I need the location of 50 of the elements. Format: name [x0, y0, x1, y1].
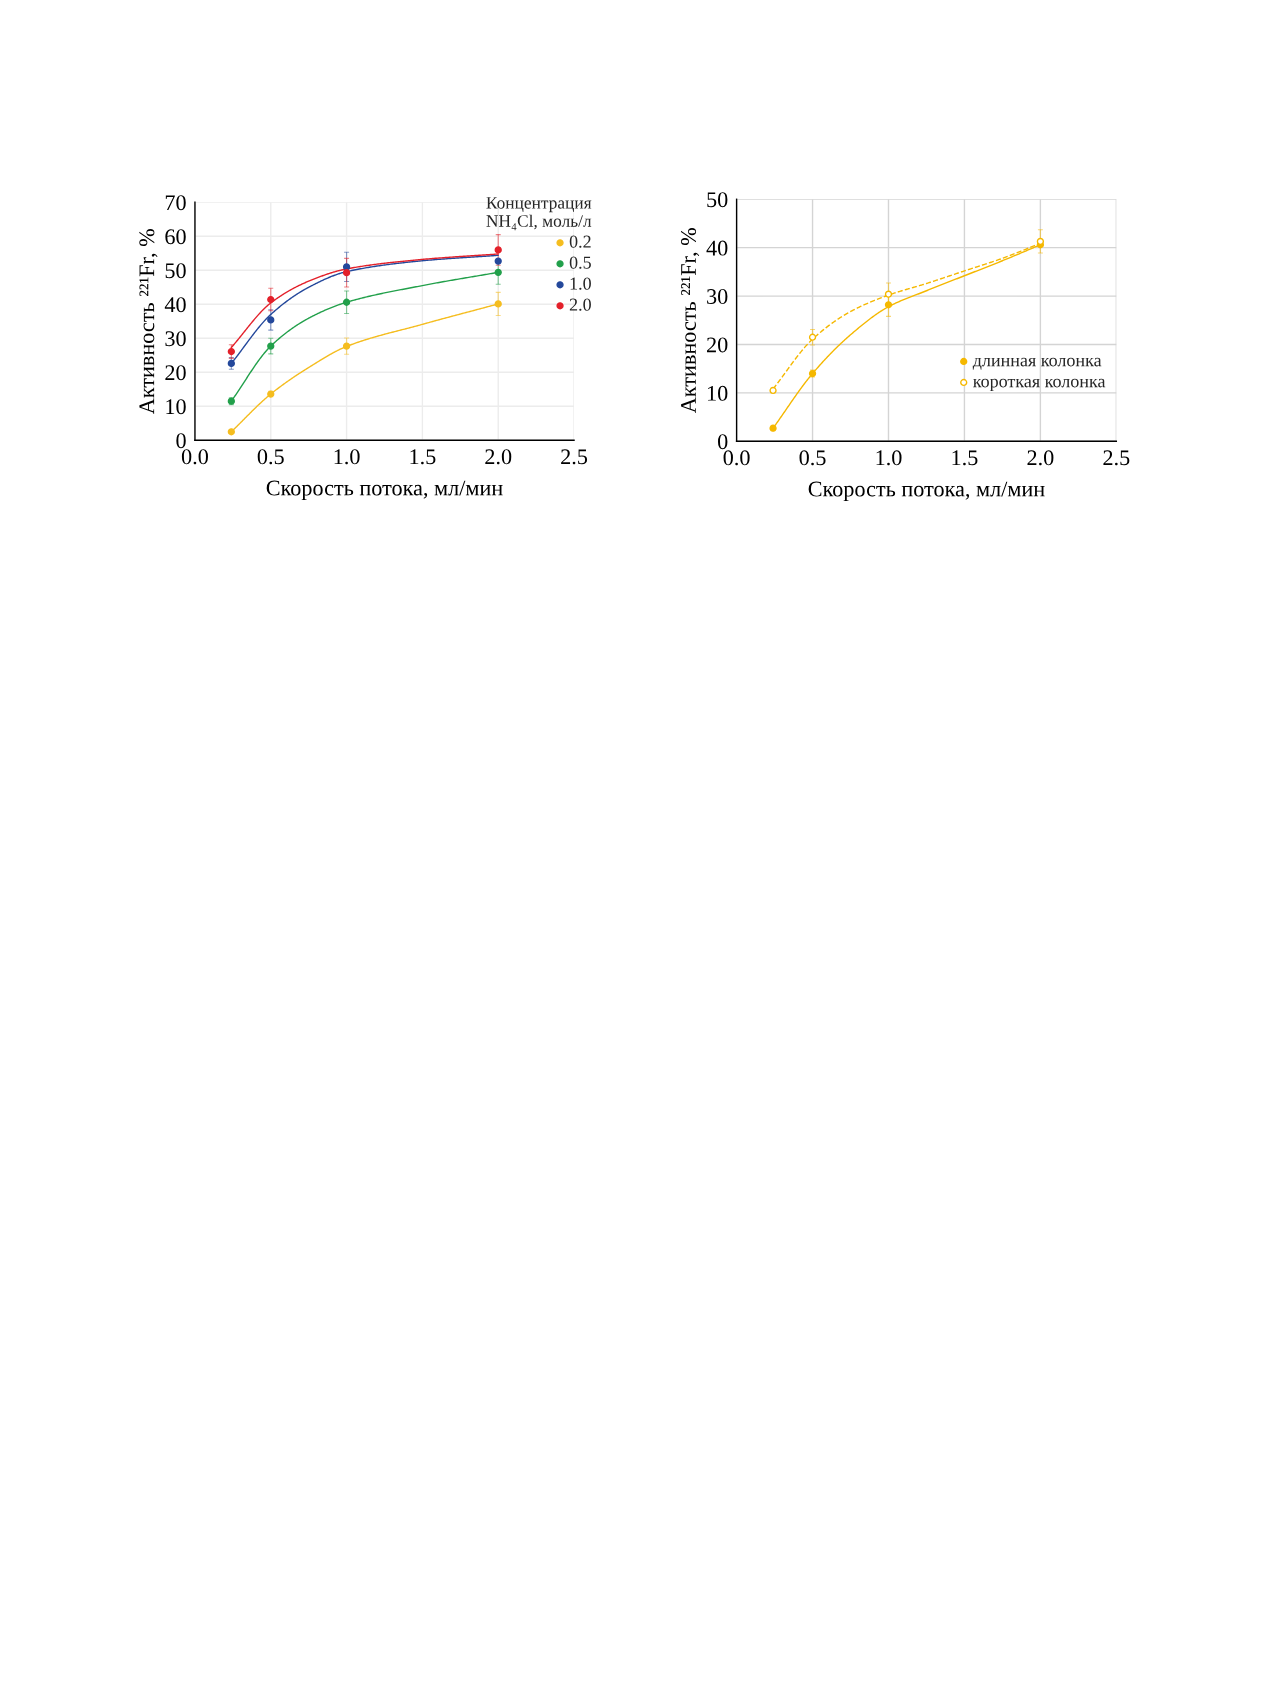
- y-tick-label: 20: [707, 337, 728, 353]
- point: [884, 290, 893, 298]
- point: [342, 298, 351, 306]
- x-tick-label: 0.0: [723, 450, 750, 466]
- point: [342, 263, 351, 271]
- legend-label: 0.2: [569, 235, 591, 248]
- point: [342, 269, 351, 277]
- x-axis-title: Скорость потока, мл/мин: [266, 480, 503, 501]
- y-tick-label: 20: [165, 365, 186, 381]
- legend-title: Концентрация NH₄Cl, моль/л: [486, 197, 592, 231]
- x-tick-label: 1.0: [876, 450, 902, 466]
- y-tick-label: 0: [718, 434, 728, 450]
- legend-label: короткая колонка: [973, 378, 1106, 392]
- x-tick-label: 1.5: [952, 450, 978, 466]
- point: [342, 342, 351, 350]
- legend-label: 2.0: [569, 298, 591, 311]
- legend-label: 1.0: [570, 277, 591, 290]
- point: [494, 268, 502, 276]
- point: [494, 300, 502, 308]
- legend-label: 0.5: [569, 256, 591, 269]
- y-tick-label: 40: [164, 297, 186, 313]
- y-tick-label: 10: [708, 385, 728, 401]
- x-tick-label: 0.0: [181, 449, 208, 465]
- x-tick-label: 1.5: [410, 449, 436, 465]
- point: [1036, 237, 1045, 246]
- y-tick-label: 50: [707, 192, 728, 208]
- y-tick-label: 0: [176, 433, 186, 449]
- x-tick-label: 0.5: [257, 449, 284, 465]
- x-tick-label: 2.0: [1027, 450, 1054, 466]
- y-tick-label: 70: [165, 195, 186, 211]
- y-tick-label: 10: [166, 399, 186, 415]
- point: [267, 342, 275, 350]
- y-axis-title: Активность ²²¹Fr, %: [680, 228, 700, 414]
- point: [494, 246, 502, 254]
- x-tick-label: 2.5: [1103, 450, 1130, 466]
- x-tick-label: 1.0: [334, 449, 360, 465]
- y-tick-label: 60: [165, 229, 186, 245]
- y-tick-label: 40: [706, 240, 728, 256]
- y-axis-title: Активность ²²¹Fr, %: [139, 229, 158, 415]
- y-tick-label: 30: [707, 289, 728, 304]
- y-tick-label: 50: [165, 263, 186, 279]
- x-tick-label: 2.5: [561, 449, 588, 465]
- legend-label: длинная колонка: [972, 357, 1102, 370]
- x-tick-label: 0.5: [799, 450, 826, 466]
- x-tick-label: 2.0: [485, 449, 512, 465]
- point: [267, 295, 275, 304]
- point: [267, 316, 275, 324]
- y-tick-label: 30: [165, 331, 186, 347]
- x-axis-title: Скорость потока, мл/мин: [808, 481, 1045, 502]
- point: [808, 333, 817, 341]
